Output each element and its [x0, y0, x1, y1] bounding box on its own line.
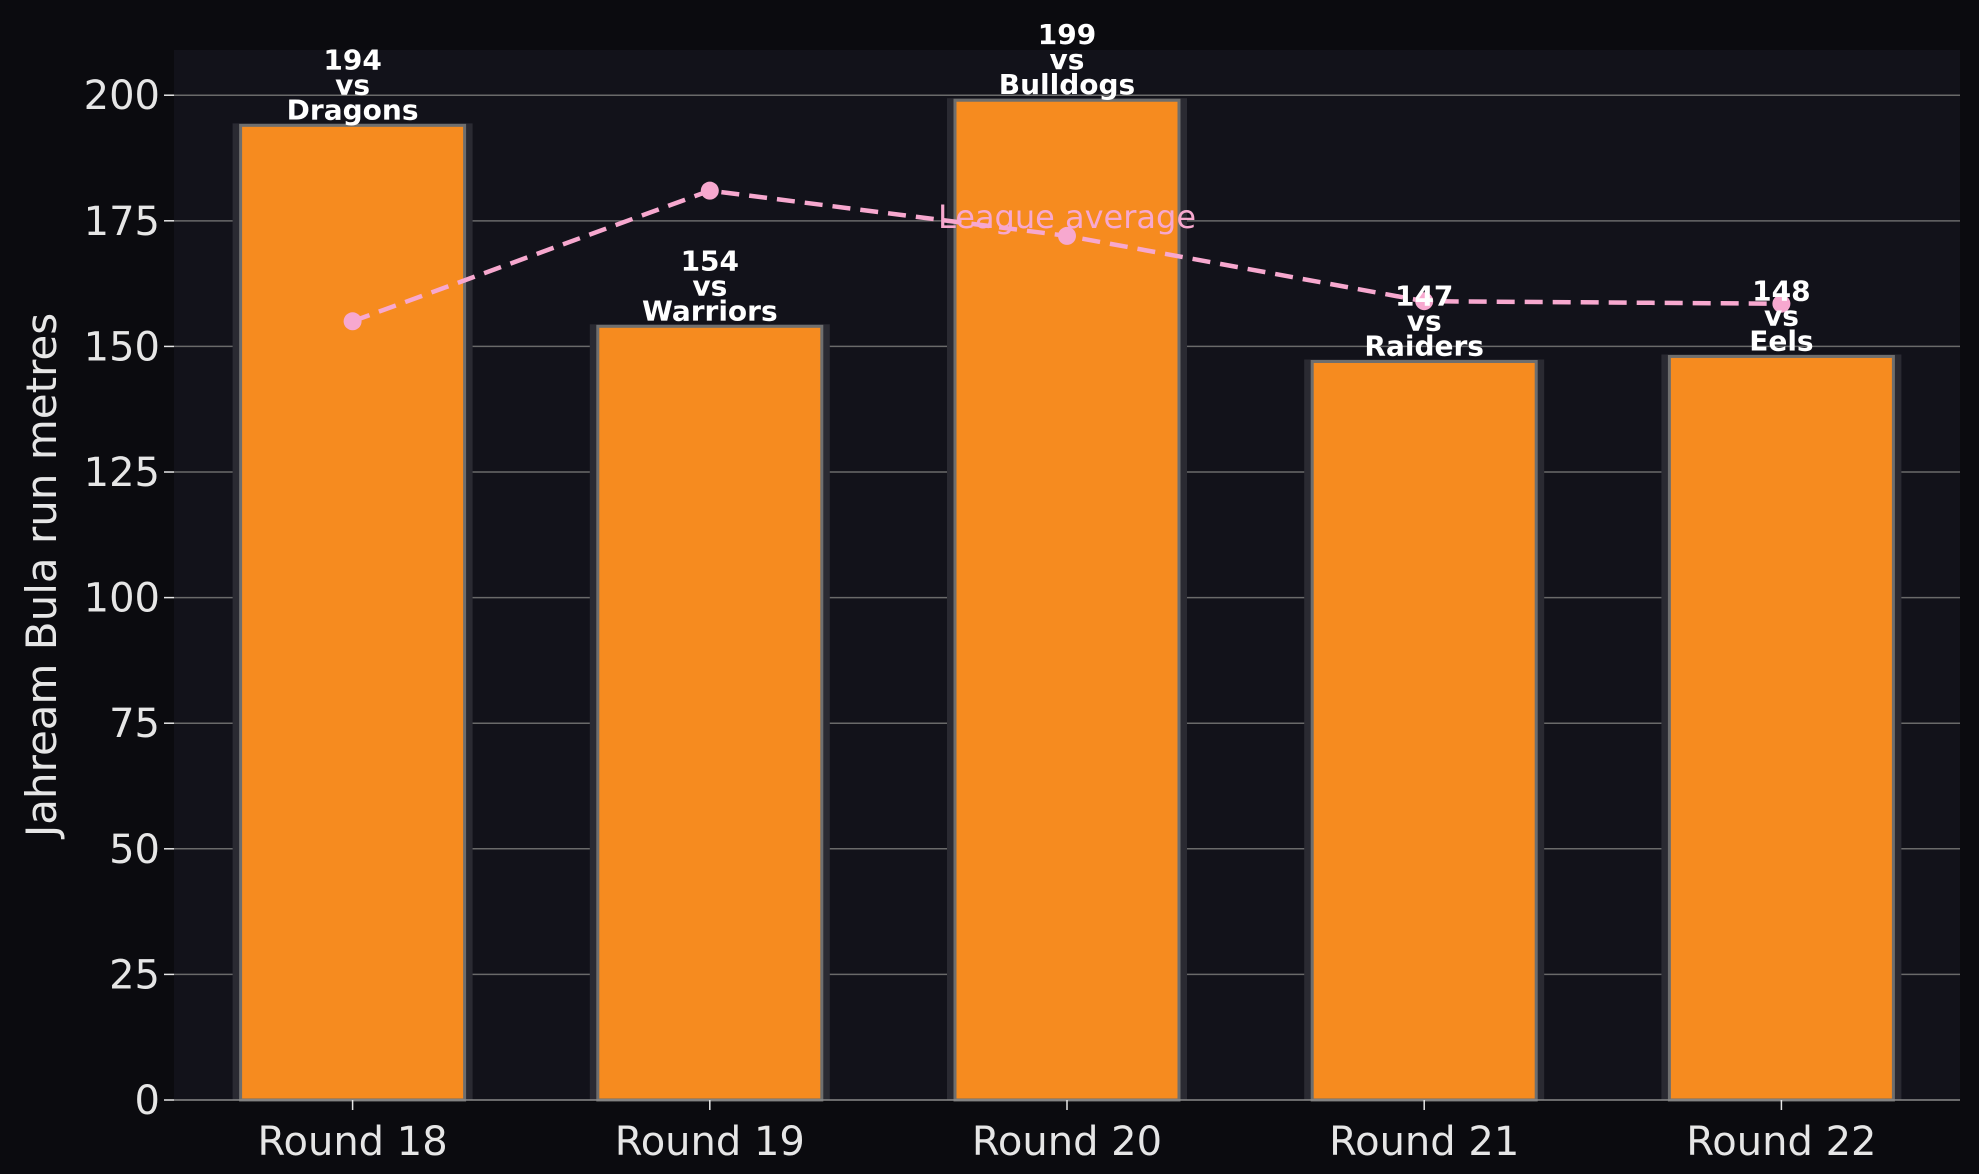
bar-label-line: 199: [1038, 18, 1096, 51]
bar-label-line: vs: [692, 269, 727, 302]
y-tick-label: 75: [109, 701, 160, 747]
y-tick-label: 125: [84, 450, 160, 496]
bar-label-line: vs: [335, 68, 370, 101]
bar-label-line: Eels: [1749, 324, 1813, 357]
y-tick-label: 100: [84, 576, 160, 622]
y-tick-label: 150: [84, 324, 160, 370]
axes: 0 25 50 75 100 125 150 175 200 Round 18 Round 19 Ro…: [84, 73, 1960, 1165]
league-average-point-2: [700, 181, 719, 200]
bar-2: [596, 324, 824, 1102]
bar-1: [239, 123, 467, 1102]
bar-4: [1310, 359, 1538, 1102]
league-average-series: League average: [343, 181, 1791, 331]
league-average-label: League average: [938, 198, 1196, 236]
y-tick-label: 0: [135, 1078, 160, 1124]
x-tick-label: Round 20: [972, 1119, 1162, 1165]
bar-5: [1667, 354, 1895, 1102]
bar-label-line: 148: [1752, 274, 1810, 307]
bar-label-line: 147: [1395, 279, 1453, 312]
y-axis-label: Jahream Bula run metres: [17, 313, 66, 840]
bar-label-line: vs: [1050, 43, 1085, 76]
bar-label-line: Bulldogs: [999, 68, 1135, 101]
y-tick-label: 200: [84, 73, 160, 119]
bar-label-line: 194: [323, 43, 381, 76]
y-tick-label: 175: [84, 199, 160, 245]
bar-label-line: Warriors: [642, 294, 778, 327]
bar-label-line: Dragons: [287, 93, 419, 126]
bar-labels: 194vsDragons154vsWarriors199vsBulldogs14…: [287, 18, 1814, 362]
y-tick-label: 25: [109, 952, 160, 998]
y-tick-label: 50: [109, 827, 160, 873]
x-tick-label: Round 19: [615, 1119, 805, 1165]
bar-label-line: 154: [681, 244, 739, 277]
bar-3: [953, 98, 1181, 1102]
x-tick-label: Round 21: [1329, 1119, 1519, 1165]
league-average-point-1: [343, 312, 362, 331]
bar-label-line: Raiders: [1364, 329, 1484, 362]
x-tick-label: Round 18: [258, 1119, 448, 1165]
bar-label-line: vs: [1407, 304, 1442, 337]
bar-label-line: vs: [1764, 299, 1799, 332]
league-average-point-5: [1772, 294, 1791, 313]
league-average-point-4: [1415, 292, 1434, 311]
league-average-point-3: [1058, 226, 1076, 245]
x-tick-label: Round 22: [1686, 1119, 1876, 1165]
bars: [232, 98, 1902, 1102]
